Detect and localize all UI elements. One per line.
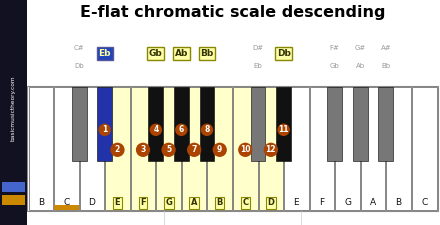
Text: 12: 12 xyxy=(266,145,276,154)
Text: C: C xyxy=(63,198,70,207)
Bar xyxy=(72,87,87,161)
Text: 5: 5 xyxy=(166,145,171,154)
Bar xyxy=(97,87,112,161)
Text: 8: 8 xyxy=(204,125,209,134)
Bar xyxy=(386,87,411,210)
Bar xyxy=(310,87,334,210)
Circle shape xyxy=(213,143,227,157)
Bar xyxy=(361,87,385,210)
Bar xyxy=(156,87,181,210)
Circle shape xyxy=(187,143,202,157)
Text: basicmusictheory.com: basicmusictheory.com xyxy=(11,75,16,141)
Circle shape xyxy=(277,124,290,136)
Bar xyxy=(412,87,436,210)
Text: Ab: Ab xyxy=(356,63,365,69)
Bar xyxy=(251,87,265,161)
Bar xyxy=(353,87,368,161)
Text: 1: 1 xyxy=(102,125,107,134)
Bar xyxy=(174,87,189,161)
Text: A#: A# xyxy=(381,45,391,51)
Bar xyxy=(259,87,283,210)
Bar xyxy=(131,87,155,210)
Text: Db: Db xyxy=(74,63,84,69)
Text: 3: 3 xyxy=(140,145,146,154)
Text: B: B xyxy=(396,198,402,207)
Text: F#: F# xyxy=(330,45,340,51)
Circle shape xyxy=(264,143,278,157)
Text: G: G xyxy=(344,198,351,207)
Text: B: B xyxy=(38,198,44,207)
Bar xyxy=(54,205,79,210)
Text: D: D xyxy=(268,198,275,207)
Bar xyxy=(80,87,104,210)
Text: D: D xyxy=(88,198,95,207)
Bar xyxy=(233,87,257,210)
Circle shape xyxy=(201,124,213,136)
Text: C: C xyxy=(421,198,427,207)
Bar xyxy=(54,87,79,210)
Text: 2: 2 xyxy=(115,145,120,154)
Text: B: B xyxy=(216,198,223,207)
Bar xyxy=(335,87,360,210)
Circle shape xyxy=(136,143,150,157)
Text: 10: 10 xyxy=(240,145,250,154)
Bar xyxy=(29,87,53,210)
Bar xyxy=(284,87,309,210)
Bar xyxy=(207,87,232,210)
Bar xyxy=(327,87,342,161)
Text: G#: G# xyxy=(355,45,366,51)
Text: E-flat chromatic scale descending: E-flat chromatic scale descending xyxy=(80,5,385,20)
Text: A: A xyxy=(191,198,198,207)
Circle shape xyxy=(161,143,176,157)
Text: 6: 6 xyxy=(179,125,184,134)
Text: E: E xyxy=(115,198,120,207)
Bar xyxy=(276,87,291,161)
Text: 7: 7 xyxy=(191,145,197,154)
Text: Gb: Gb xyxy=(330,63,340,69)
Text: A: A xyxy=(370,198,376,207)
Text: C#: C# xyxy=(74,45,84,51)
Circle shape xyxy=(175,124,187,136)
Bar xyxy=(148,87,163,161)
Text: E: E xyxy=(293,198,299,207)
Text: Gb: Gb xyxy=(149,49,163,58)
Bar xyxy=(105,87,130,210)
Text: Bb: Bb xyxy=(200,49,213,58)
Bar xyxy=(27,86,438,211)
Text: 11: 11 xyxy=(279,125,289,134)
Text: Eb: Eb xyxy=(99,49,111,58)
Text: 4: 4 xyxy=(153,125,158,134)
Bar xyxy=(199,87,214,161)
Text: 9: 9 xyxy=(217,145,222,154)
Text: G: G xyxy=(165,198,172,207)
Text: Eb: Eb xyxy=(254,63,262,69)
Circle shape xyxy=(110,143,125,157)
Circle shape xyxy=(238,143,253,157)
Text: C: C xyxy=(242,198,248,207)
Text: F: F xyxy=(140,198,146,207)
Circle shape xyxy=(150,124,162,136)
Text: D#: D# xyxy=(253,45,264,51)
Text: F: F xyxy=(319,198,325,207)
Bar xyxy=(378,87,393,161)
Circle shape xyxy=(99,124,111,136)
Text: Ab: Ab xyxy=(175,49,188,58)
Text: Db: Db xyxy=(277,49,290,58)
Bar xyxy=(182,87,206,210)
Text: Bb: Bb xyxy=(381,63,390,69)
